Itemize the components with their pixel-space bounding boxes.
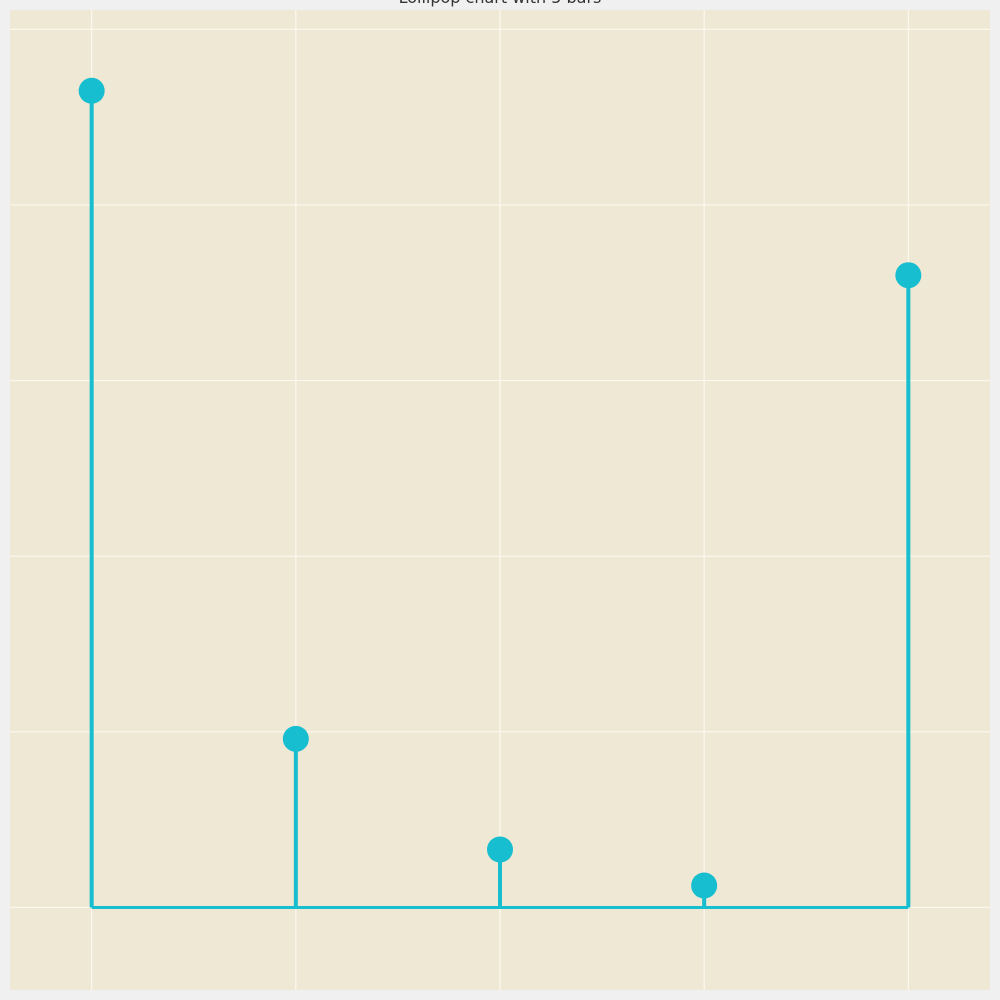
marker [282, 725, 309, 752]
chart-title: Lollipop chart with 5 bars [399, 0, 602, 7]
marker [691, 872, 718, 899]
marker [895, 262, 922, 289]
marker [487, 836, 513, 863]
marker [78, 77, 105, 104]
